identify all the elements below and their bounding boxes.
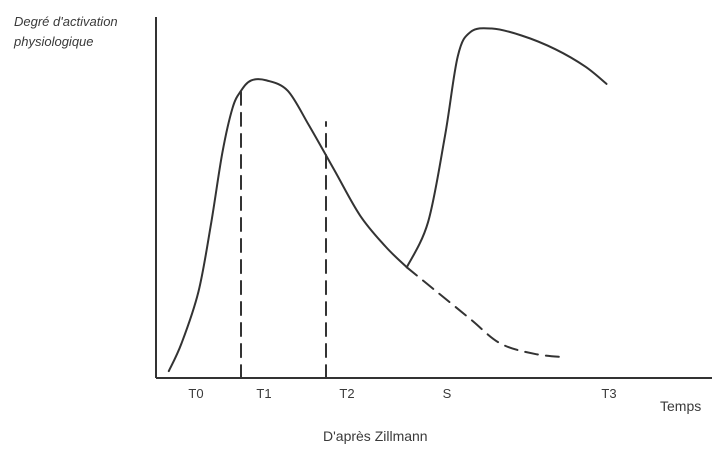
tick-label-s: S	[442, 386, 452, 401]
tick-label-t2: T2	[339, 386, 355, 401]
chart-caption: D'après Zillmann	[323, 428, 428, 444]
tick-label-t1: T1	[256, 386, 272, 401]
y-axis-label-line-2: physiologique	[14, 34, 94, 49]
x-axis-label: Temps	[660, 398, 702, 414]
tick-label-t3: T3	[601, 386, 617, 401]
series-line-3	[405, 266, 565, 359]
series-line-2	[405, 27, 608, 269]
series-line-1	[167, 78, 408, 373]
tick-label-t0: T0	[188, 386, 204, 401]
y-axis-label-line-1: Degré d'activation	[14, 14, 118, 29]
